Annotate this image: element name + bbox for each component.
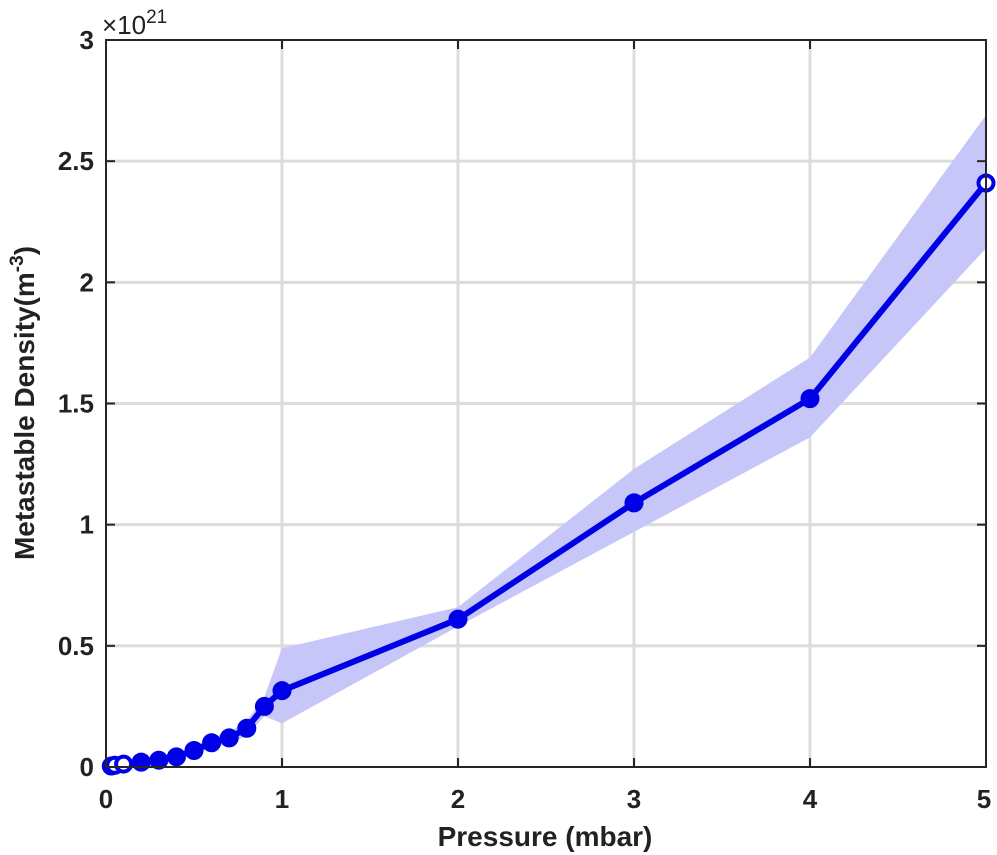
- data-points: [101, 173, 996, 776]
- grid: [106, 40, 986, 767]
- x-tick-label: 2: [451, 784, 465, 814]
- data-point: [219, 728, 239, 748]
- x-axis-label: Pressure (mbar): [438, 821, 653, 852]
- x-tick-label: 1: [275, 784, 289, 814]
- y-multiplier-base: ×10: [102, 10, 146, 40]
- y-tick-label: 0.5: [58, 631, 94, 661]
- x-tick-labels: 0 1 2 3 4 5: [99, 784, 991, 814]
- y-axis-label: Metastable Density(m-3): [7, 246, 40, 560]
- x-tick-label: 3: [627, 784, 641, 814]
- data-point: [448, 609, 468, 629]
- confidence-band: [111, 115, 987, 767]
- x-tick-label: 4: [803, 784, 818, 814]
- y-tick-label: 2.5: [58, 146, 94, 176]
- y-tick-label: 0: [80, 752, 94, 782]
- data-point: [166, 747, 186, 767]
- data-point: [131, 752, 151, 772]
- data-point: [184, 741, 204, 761]
- data-point: [237, 718, 257, 738]
- y-axis-label-text: Metastable Density(m: [9, 272, 40, 560]
- data-point: [800, 389, 820, 409]
- x-tick-label: 0: [99, 784, 113, 814]
- x-tick-label: 5: [977, 784, 991, 814]
- data-point: [114, 754, 134, 774]
- y-tick-label: 1.5: [58, 389, 94, 419]
- data-point: [272, 681, 292, 701]
- series-line: [110, 181, 989, 769]
- y-tick-label: 2: [80, 267, 94, 297]
- data-point: [254, 696, 274, 716]
- y-multiplier-exponent: 21: [146, 7, 167, 28]
- y-tick-labels: 0 0.5 1 1.5 2 2.5 3: [58, 25, 94, 782]
- y-tick-label: 1: [80, 510, 94, 540]
- y-tick-label: 3: [80, 25, 94, 55]
- data-point: [624, 493, 644, 513]
- data-point: [202, 733, 222, 753]
- y-multiplier: ×1021: [102, 7, 167, 40]
- axis-ticks: [105, 39, 987, 768]
- y-axis-label-exponent: -3: [7, 255, 28, 272]
- y-axis-label-close: ): [9, 246, 40, 255]
